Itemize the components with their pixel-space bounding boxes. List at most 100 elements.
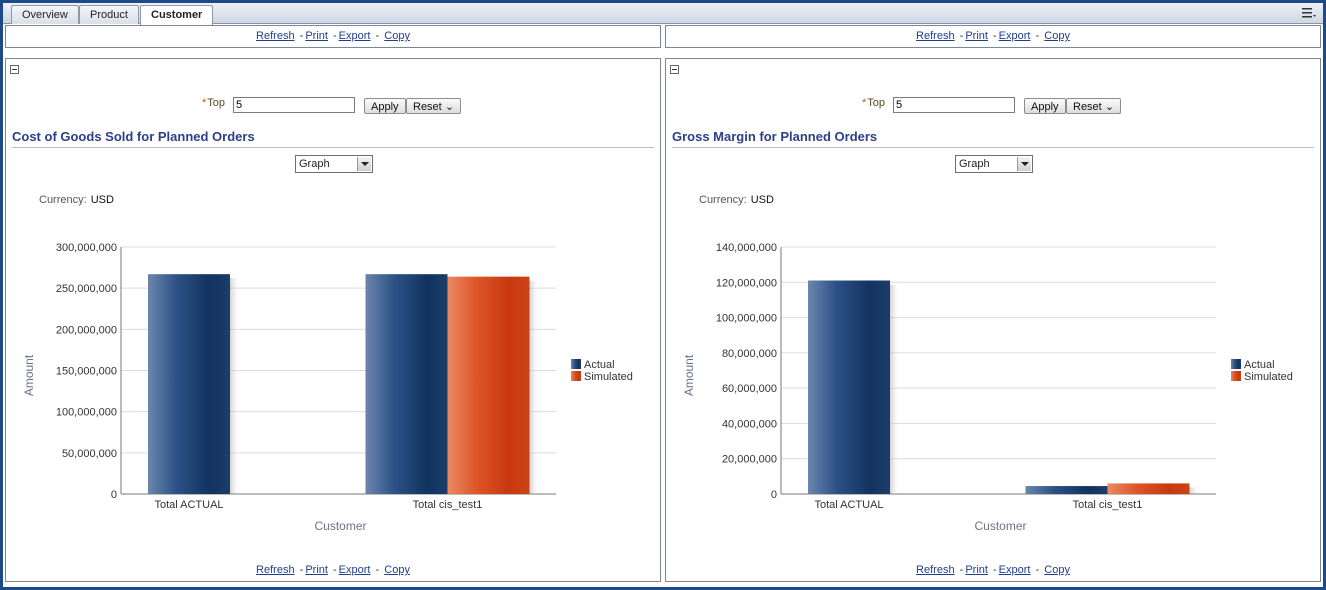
link-separator: - <box>299 30 304 42</box>
view-select[interactable]: Graph <box>955 155 1033 173</box>
chart-panel-gross-margin: *Top Apply Reset ⌄ Gross Margin for Plan… <box>665 58 1321 582</box>
dropdown-arrow-icon[interactable] <box>357 157 371 171</box>
bar-actual[interactable] <box>365 274 448 494</box>
print-link[interactable]: Print <box>305 564 328 576</box>
tab-overview[interactable]: Overview <box>11 5 79 24</box>
apply-button[interactable]: Apply <box>1024 98 1066 114</box>
bar-chart: 0 20,000,000 40,000,000 60,000,000 80,000,00… <box>682 242 1293 533</box>
app-frame: Overview Product Customer Refresh - Print… <box>3 3 1323 587</box>
y-tick-label: 120,000,000 <box>716 277 777 289</box>
y-tick-label: 40,000,000 <box>722 418 777 430</box>
collapse-icon[interactable] <box>670 65 679 74</box>
link-separator: - <box>375 30 380 42</box>
view-select[interactable]: Graph <box>295 155 373 173</box>
print-link[interactable]: Print <box>965 564 988 576</box>
x-tick-label: Total cis_test1 <box>413 499 483 511</box>
panel-toolbar-links: Refresh - Print - Export - Copy <box>6 30 660 42</box>
link-separator: - <box>375 564 380 576</box>
export-link[interactable]: Export <box>338 30 371 42</box>
link-separator: - <box>1035 564 1040 576</box>
currency-value: USD <box>90 194 114 206</box>
x-tick-label: Total ACTUAL <box>814 499 883 511</box>
y-tick-label: 0 <box>771 489 777 501</box>
reset-button[interactable]: Reset ⌄ <box>1066 98 1122 114</box>
bar-simulated[interactable] <box>447 276 530 494</box>
link-separator: - <box>1035 30 1040 42</box>
export-link[interactable]: Export <box>998 30 1031 42</box>
x-tick-label: Total cis_test1 <box>1073 499 1143 511</box>
x-tick-label: Total ACTUAL <box>154 499 223 511</box>
copy-link[interactable]: Copy <box>1044 30 1070 42</box>
panel-toolbar-links: Refresh - Print - Export - Copy <box>666 564 1320 576</box>
refresh-link[interactable]: Refresh <box>916 30 955 42</box>
bar-simulated[interactable] <box>1107 483 1190 494</box>
y-tick-label: 20,000,000 <box>722 454 777 466</box>
legend-swatch-actual <box>571 359 581 369</box>
legend-swatch-simulated <box>571 371 581 381</box>
dropdown-arrow-icon[interactable] <box>1017 157 1031 171</box>
y-tick-label: 100,000,000 <box>56 407 117 419</box>
bar-chart: 0 50,000,000 100,000,000 150,000,000 200,000… <box>22 242 633 533</box>
tab-menu-icon[interactable] <box>1301 6 1317 20</box>
y-tick-label: 200,000,000 <box>56 324 117 336</box>
legend-swatch-simulated <box>1231 371 1241 381</box>
y-tick-label: 100,000,000 <box>716 313 777 325</box>
y-axis-title: Amount <box>682 354 696 396</box>
currency-label: Currency: <box>699 194 747 206</box>
link-separator: - <box>333 564 337 576</box>
tab-bar: Overview Product Customer <box>3 3 1323 25</box>
link-separator: - <box>959 30 964 42</box>
top-n-input[interactable] <box>233 97 355 113</box>
legend-label: Simulated <box>1244 371 1293 383</box>
reset-label: Reset <box>1073 101 1102 113</box>
link-separator: - <box>299 564 304 576</box>
print-link[interactable]: Print <box>965 30 988 42</box>
bar-shadow <box>890 284 900 494</box>
copy-link[interactable]: Copy <box>384 30 410 42</box>
x-axis-title: Customer <box>314 519 366 533</box>
export-link[interactable]: Export <box>338 564 371 576</box>
y-tick-label: 150,000,000 <box>56 366 117 378</box>
currency-value: USD <box>750 194 774 206</box>
currency-info: Currency: USD <box>39 194 114 206</box>
bar-shadow <box>230 278 240 494</box>
legend-label: Actual <box>1244 359 1275 371</box>
y-tick-label: 50,000,000 <box>62 448 117 460</box>
top-n-control: *Top Apply Reset ⌄ <box>202 97 472 115</box>
link-separator: - <box>333 30 337 42</box>
tab-customer[interactable]: Customer <box>140 5 214 25</box>
tab-product[interactable]: Product <box>79 5 139 24</box>
refresh-link[interactable]: Refresh <box>256 564 295 576</box>
y-tick-label: 300,000,000 <box>56 242 117 254</box>
bar-shadow <box>1189 487 1200 494</box>
refresh-link[interactable]: Refresh <box>916 564 955 576</box>
chevron-down-icon: ⌄ <box>444 101 455 113</box>
copy-link[interactable]: Copy <box>384 564 410 576</box>
y-tick-label: 80,000,000 <box>722 348 777 360</box>
bar-actual[interactable] <box>808 280 890 494</box>
chevron-down-icon: ⌄ <box>1104 101 1115 113</box>
export-link[interactable]: Export <box>998 564 1031 576</box>
collapse-icon[interactable] <box>10 65 19 74</box>
view-select-value: Graph <box>959 158 990 170</box>
bar-actual[interactable] <box>148 274 230 494</box>
legend-label: Actual <box>584 359 615 371</box>
chart-panel-cogs: *Top Apply Reset ⌄ Cost of Goods Sold fo… <box>5 58 661 582</box>
reset-button[interactable]: Reset ⌄ <box>406 98 462 114</box>
reset-label: Reset <box>413 101 442 113</box>
upper-panel-right: Refresh - Print - Export - Copy <box>665 25 1321 48</box>
section-title: Cost of Goods Sold for Planned Orders <box>12 129 255 144</box>
apply-button[interactable]: Apply <box>364 98 406 114</box>
copy-link[interactable]: Copy <box>1044 564 1070 576</box>
refresh-link[interactable]: Refresh <box>256 30 295 42</box>
y-axis-title: Amount <box>22 354 36 396</box>
print-link[interactable]: Print <box>305 30 328 42</box>
link-separator: - <box>993 30 997 42</box>
top-n-input[interactable] <box>893 97 1015 113</box>
legend-swatch-actual <box>1231 359 1241 369</box>
x-axis-title: Customer <box>974 519 1026 533</box>
y-tick-label: 140,000,000 <box>716 242 777 254</box>
section-divider <box>12 147 654 148</box>
bar-actual[interactable] <box>1025 486 1108 494</box>
y-tick-label: 60,000,000 <box>722 383 777 395</box>
